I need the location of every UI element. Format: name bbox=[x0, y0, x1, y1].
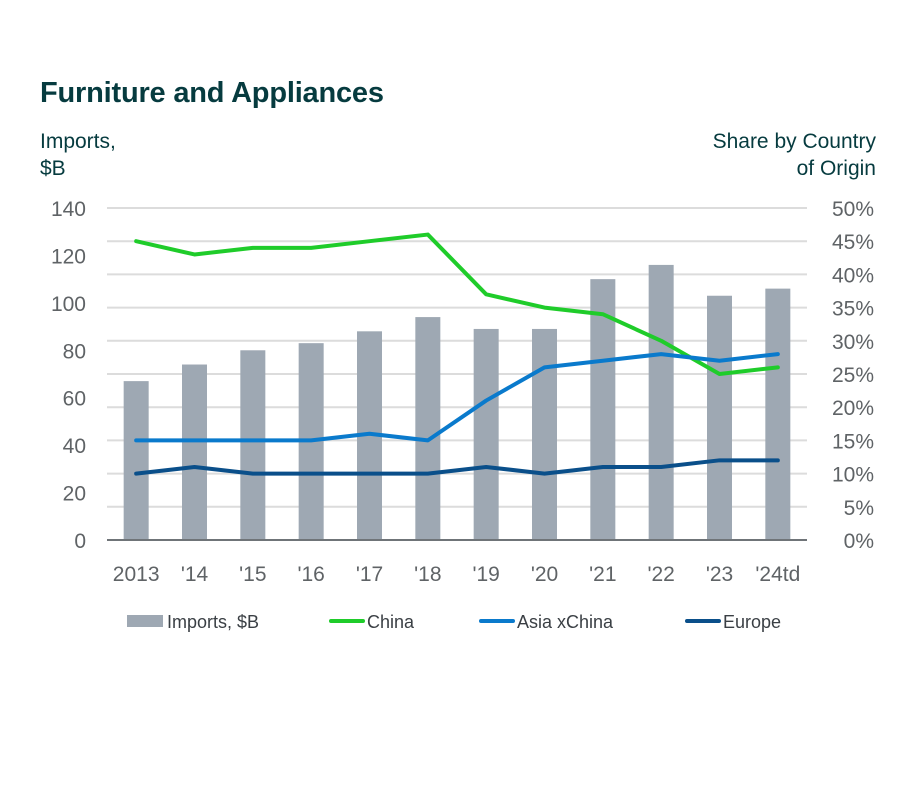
right-tick-label: 30% bbox=[832, 331, 874, 354]
right-tick-label: 40% bbox=[832, 264, 874, 287]
right-tick-label: 50% bbox=[832, 198, 874, 221]
left-tick-label: 60 bbox=[63, 388, 86, 411]
x-tick-label: '21 bbox=[589, 563, 616, 586]
right-tick-label: 0% bbox=[844, 530, 874, 553]
bar-18 bbox=[415, 317, 441, 540]
right-axis-label-line-1: Share by Country bbox=[712, 130, 876, 153]
right-tick-label: 10% bbox=[832, 464, 874, 487]
bar-19 bbox=[473, 328, 499, 540]
line-europe bbox=[134, 458, 780, 476]
lines bbox=[134, 232, 780, 476]
chart-title: Furniture and Appliances bbox=[40, 77, 384, 109]
bar-21 bbox=[590, 279, 616, 540]
left-axis-ticks: 0 20 40 60 80 100 120 140 bbox=[51, 198, 86, 553]
bar-24td bbox=[765, 288, 791, 540]
legend-swatch-bar bbox=[127, 615, 163, 627]
right-axis-label: Share by Country of Origin bbox=[713, 128, 876, 182]
x-tick-label: '20 bbox=[531, 563, 558, 586]
legend: Imports, $B China Asia xChina Europe bbox=[127, 612, 781, 632]
x-tick-label: '19 bbox=[472, 563, 499, 586]
bar-15 bbox=[240, 350, 266, 540]
left-tick-label: 0 bbox=[74, 530, 86, 553]
x-tick-label: '24td bbox=[755, 563, 800, 586]
right-tick-label: 15% bbox=[832, 430, 874, 453]
x-tick-label: '18 bbox=[414, 563, 441, 586]
line-china bbox=[134, 232, 780, 376]
right-tick-label: 20% bbox=[832, 397, 874, 420]
left-tick-label: 100 bbox=[51, 293, 86, 316]
right-tick-label: 25% bbox=[832, 364, 874, 387]
x-axis-ticks: 2013 '14 '15 '16 '17 '18 '19 '20 '21 '22 '23 '24td bbox=[113, 563, 800, 586]
bar-22 bbox=[648, 264, 674, 540]
legend-label: Europe bbox=[723, 612, 781, 632]
left-axis-label-line-1: Imports, bbox=[40, 130, 116, 153]
x-tick-label: '17 bbox=[356, 563, 383, 586]
legend-label: China bbox=[367, 612, 415, 632]
legend-label: Asia xChina bbox=[517, 612, 614, 632]
bar-20 bbox=[532, 328, 557, 540]
x-tick-label: '14 bbox=[181, 563, 209, 586]
right-tick-label: 5% bbox=[844, 497, 874, 520]
left-tick-label: 40 bbox=[63, 435, 86, 458]
left-tick-label: 80 bbox=[63, 340, 86, 363]
right-axis-ticks: 0% 5% 10% 15% 20% 25% 30% 35% 40% 45% 50% bbox=[832, 198, 874, 553]
right-axis-label-line-2: of Origin bbox=[796, 157, 876, 180]
x-tick-label: 2013 bbox=[113, 563, 160, 586]
x-tick-label: '16 bbox=[297, 563, 324, 586]
left-axis-label: Imports, $B bbox=[40, 128, 116, 182]
left-tick-label: 120 bbox=[51, 245, 86, 268]
bar-14 bbox=[182, 364, 207, 540]
gridlines bbox=[107, 207, 807, 508]
right-tick-label: 35% bbox=[832, 298, 874, 321]
x-tick-label: '23 bbox=[706, 563, 733, 586]
bars bbox=[107, 264, 807, 541]
line-asia-xchina bbox=[134, 352, 780, 443]
bar-2013 bbox=[123, 381, 149, 540]
x-tick-label: '22 bbox=[647, 563, 674, 586]
left-tick-label: 20 bbox=[63, 483, 86, 506]
bar-23 bbox=[707, 295, 732, 540]
right-tick-label: 45% bbox=[832, 231, 874, 254]
x-tick-label: '15 bbox=[239, 563, 266, 586]
left-axis-label-line-2: $B bbox=[40, 157, 66, 180]
legend-label: Imports, $B bbox=[167, 612, 259, 632]
left-tick-label: 140 bbox=[51, 198, 86, 221]
